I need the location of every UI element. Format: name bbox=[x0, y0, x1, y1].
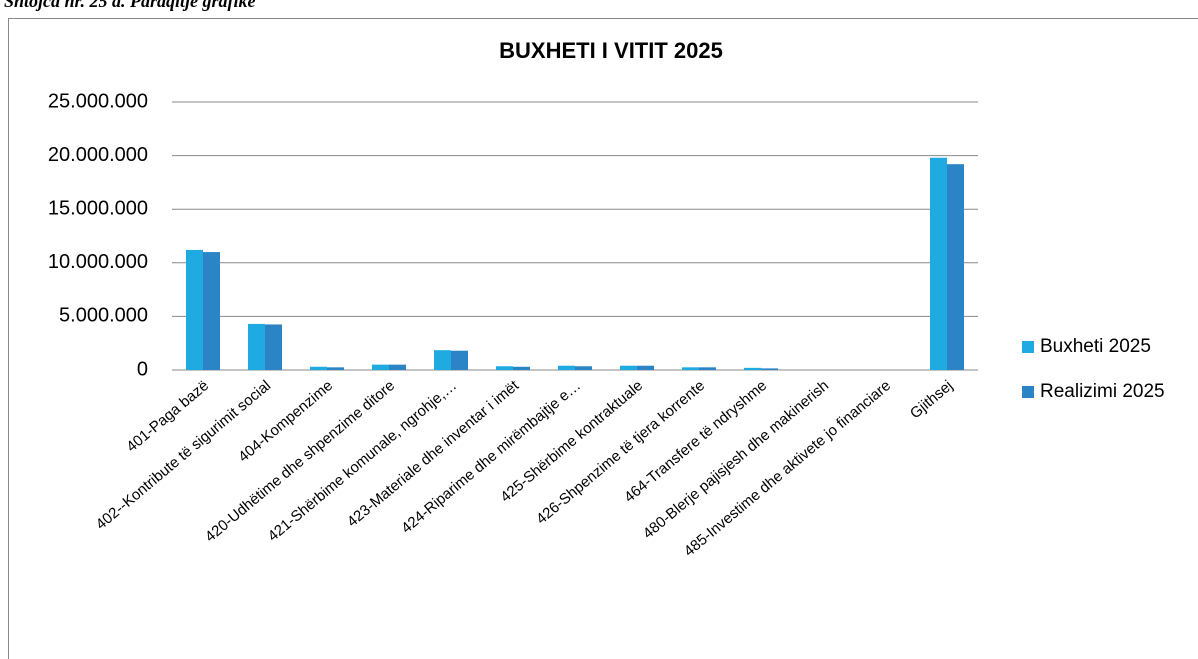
bar bbox=[434, 350, 451, 370]
bar bbox=[248, 323, 265, 370]
bar bbox=[513, 366, 530, 370]
bar bbox=[575, 366, 592, 370]
legend-label: Buxheti 2025 bbox=[1040, 336, 1151, 357]
legend-swatch bbox=[1022, 386, 1034, 398]
y-tick-label: 5.000.000 bbox=[59, 305, 148, 327]
bar bbox=[310, 366, 327, 370]
chart-frame bbox=[8, 18, 1198, 659]
legend-label: Realizimi 2025 bbox=[1040, 381, 1165, 402]
bar bbox=[947, 164, 964, 370]
bar bbox=[265, 324, 282, 370]
caption: Shtojca nr. 25 a. Paraqitje grafike bbox=[4, 0, 256, 11]
y-tick-label: 10.000.000 bbox=[48, 251, 148, 273]
y-tick-label: 0 bbox=[137, 358, 148, 380]
bar bbox=[327, 367, 344, 370]
bar bbox=[761, 368, 778, 370]
bar bbox=[203, 252, 220, 370]
bar bbox=[699, 367, 716, 370]
bar bbox=[186, 249, 203, 370]
y-tick-label: 25.000.000 bbox=[48, 90, 148, 112]
bar bbox=[637, 365, 654, 370]
bar bbox=[372, 364, 389, 370]
y-tick-label: 15.000.000 bbox=[48, 197, 148, 219]
bar bbox=[558, 365, 575, 370]
bar bbox=[389, 364, 406, 370]
bar bbox=[930, 157, 947, 370]
x-tick-label: Gjithsej bbox=[907, 377, 956, 422]
bar bbox=[451, 350, 468, 370]
bar bbox=[620, 365, 637, 370]
bar bbox=[744, 367, 761, 370]
bar bbox=[496, 366, 513, 370]
bar bbox=[682, 367, 699, 370]
legend-swatch bbox=[1022, 341, 1034, 353]
y-tick-label: 20.000.000 bbox=[48, 144, 148, 166]
chart-title: BUXHETI I VITIT 2025 bbox=[499, 38, 723, 63]
